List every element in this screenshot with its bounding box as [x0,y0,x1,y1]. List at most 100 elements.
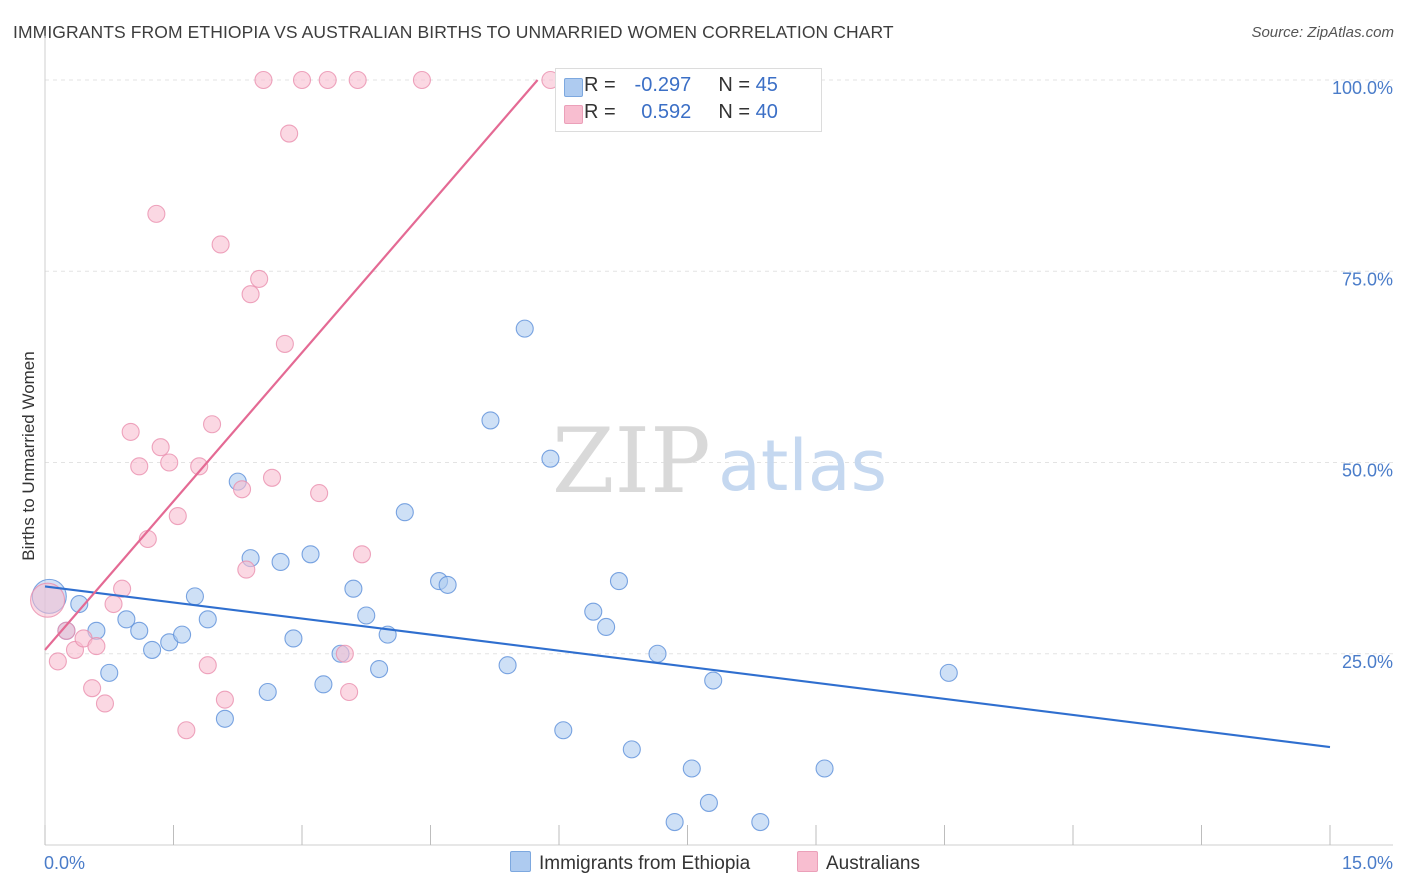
point-series0-37 [648,644,667,663]
point-series1-17 [177,721,196,740]
point-series0-6 [130,621,149,640]
data-points [30,70,958,832]
trend-line-series0 [44,585,1331,749]
bottom-legend-swatch-ethiopia [510,851,531,872]
point-series0-16 [271,552,290,572]
point-series1-32 [310,484,329,503]
point-series0-29 [498,656,517,675]
point-series1-24 [237,560,256,579]
x-tick-label-0: 0.0% [44,853,85,873]
legend-swatch-ethiopia [564,78,583,97]
point-series0-44 [939,663,958,682]
point-series1-31 [292,70,312,90]
source-label: Source: ZipAtlas.com [1251,24,1394,41]
legend-n-value: 40 [755,101,778,123]
point-series1-30 [280,124,299,143]
point-series1-18 [190,457,209,476]
point-series1-35 [340,682,359,702]
point-series0-34 [597,617,616,637]
point-series1-11 [130,457,149,476]
point-series0-33 [584,602,603,621]
point-series1-38 [412,70,431,90]
bottom-legend-ethiopia: Immigrants from Ethiopia [510,851,750,875]
bottom-legend-australians: Australians [797,851,920,875]
point-series0-18 [301,545,320,564]
point-series1-37 [352,545,372,564]
point-series0-30 [515,319,534,338]
legend-row-ethiopia: R = -0.297 N = 45 [564,74,778,100]
point-series0-21 [344,579,363,598]
point-series0-22 [357,606,376,625]
legend-n-label: N = [718,74,751,96]
y-tick-label-1: 50.0% [1342,461,1393,481]
point-series1-22 [215,690,234,709]
trend-line-series1 [44,79,539,651]
point-series1-0 [30,582,66,618]
bottom-legend-label-ethiopia: Immigrants from Ethiopia [539,853,751,874]
point-series0-11 [198,610,217,629]
point-series0-9 [173,625,192,644]
point-series0-28 [481,411,500,430]
point-series0-12 [215,709,234,728]
point-series1-15 [160,453,179,472]
legend-r-value: 0.592 [641,101,692,123]
chart-title: IMMIGRANTS FROM ETHIOPIA VS AUSTRALIAN B… [13,22,894,42]
point-series1-9 [113,579,132,598]
y-tick-label-3: 100.0% [1332,78,1393,98]
point-series1-27 [254,70,273,90]
point-series0-2 [70,594,89,614]
point-series0-10 [185,587,204,606]
point-series0-38 [665,812,684,832]
legend-n-value: 45 [755,74,778,96]
point-series1-26 [250,269,269,288]
correlation-legend: R = -0.297 N = 45 R = 0.592 N = 40 [555,68,822,132]
point-series0-35 [609,572,629,591]
point-series1-7 [95,694,115,713]
y-tick-label-2: 75.0% [1342,269,1393,289]
point-series0-43 [815,759,834,778]
y-tick-label-0: 25.0% [1342,652,1393,672]
point-series1-20 [203,415,222,434]
legend-n-label: N = [718,101,751,123]
point-series1-23 [232,480,252,499]
point-series1-5 [83,679,102,698]
point-series1-1 [48,652,67,671]
point-series0-5 [117,610,136,629]
watermark-atlas: atlas [718,425,887,507]
point-series0-15 [258,682,277,702]
point-series0-40 [699,793,718,812]
bottom-legend-label-australians: Australians [826,853,920,874]
watermark-zip: ZIP [552,409,711,514]
legend-r-label: R = [584,74,616,96]
point-series1-6 [87,637,106,656]
bottom-legend-swatch-australians [797,851,818,872]
y-axis-title: Births to Unmarried Women [19,351,38,560]
point-series1-2 [57,621,76,640]
point-series0-41 [704,671,723,690]
point-series0-19 [314,675,333,694]
point-series1-14 [151,438,170,457]
point-series0-7 [143,640,162,659]
point-series0-17 [284,629,303,648]
legend-r-value: -0.297 [634,74,692,96]
point-series0-36 [622,740,641,759]
point-series1-36 [348,70,367,90]
point-series0-4 [100,663,119,682]
axes [44,35,1393,846]
tick-labels: 25.0% 50.0% 75.0% 100.0% 0.0% 15.0% [44,78,1393,873]
point-series0-31 [541,449,560,468]
point-series1-10 [121,422,140,441]
legend-r-label: R = [584,101,616,123]
legend-row-australians: R = 0.592 N = 40 [564,101,778,127]
point-series0-32 [554,721,573,740]
point-series1-8 [104,594,123,614]
point-series1-34 [335,644,354,663]
point-series1-28 [262,468,282,487]
point-series1-25 [241,285,260,304]
point-series1-19 [198,656,217,675]
watermark: ZIP atlas [552,409,887,514]
point-series1-33 [318,70,337,90]
point-series0-25 [395,503,414,522]
point-series1-13 [147,204,166,223]
